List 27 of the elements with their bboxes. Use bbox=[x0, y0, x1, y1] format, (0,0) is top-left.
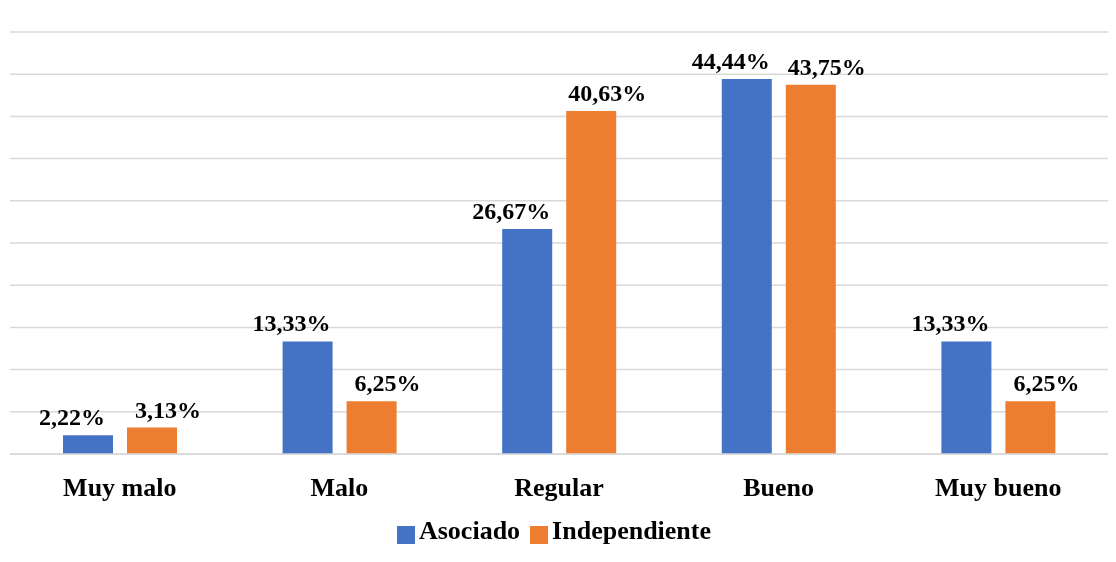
data-label: 26,67% bbox=[472, 197, 551, 224]
x-tick-label: Bueno bbox=[743, 473, 815, 503]
bar bbox=[502, 228, 553, 454]
x-tick-label: Malo bbox=[310, 473, 369, 503]
data-label: 43,75% bbox=[787, 53, 866, 80]
bar bbox=[721, 78, 772, 454]
bar bbox=[282, 341, 333, 454]
bar bbox=[127, 427, 177, 454]
data-label: 2,22% bbox=[39, 404, 105, 431]
bar bbox=[63, 435, 113, 454]
data-label: 6,25% bbox=[354, 370, 421, 397]
x-tick-label: Muy malo bbox=[63, 473, 177, 503]
bar bbox=[566, 111, 617, 454]
bar bbox=[346, 401, 397, 454]
x-tick-label: Regular bbox=[514, 473, 604, 503]
data-label: 40,63% bbox=[568, 80, 647, 107]
data-label: 44,44% bbox=[691, 47, 770, 74]
bar bbox=[785, 84, 836, 454]
data-label: 13,33% bbox=[252, 310, 331, 337]
x-tick-label: Muy bueno bbox=[934, 473, 1062, 503]
bar bbox=[1005, 401, 1056, 454]
bar bbox=[941, 341, 992, 454]
data-label: 13,33% bbox=[911, 310, 990, 337]
data-label: 3,13% bbox=[135, 396, 201, 423]
data-label: 6,25% bbox=[1013, 370, 1080, 397]
legend-label: Independiente bbox=[552, 516, 712, 545]
legend-label: Asociado bbox=[418, 516, 521, 545]
